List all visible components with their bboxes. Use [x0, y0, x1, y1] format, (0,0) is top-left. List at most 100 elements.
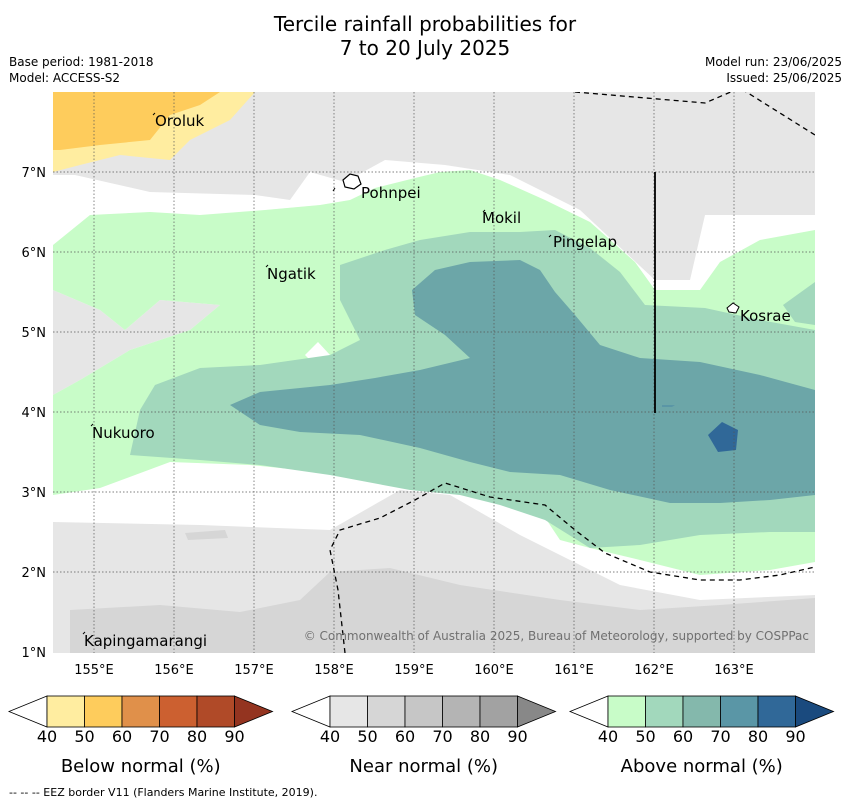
lon-tick-158: 158°E [314, 663, 354, 678]
place-pohnpei: Pohnpei [361, 184, 421, 202]
graticule [53, 92, 815, 653]
near-normal-tick-label: 50 [357, 727, 377, 746]
copyright-notice: © Commonwealth of Australia 2025, Bureau… [304, 629, 809, 643]
near-normal-west-region [53, 290, 220, 395]
above-normal-label: Above normal (%) [621, 756, 783, 777]
above-normal-tick-label: 80 [748, 727, 768, 746]
model-name: Model: ACCESS-S2 [9, 71, 121, 85]
near-normal-tick-label: 90 [507, 727, 527, 746]
below-normal-colorbar-under [7, 695, 48, 728]
above-normal-colorbar-segment [607, 695, 646, 728]
lon-tick-162: 162°E [634, 663, 674, 678]
below-normal-colorbar-segment [159, 695, 198, 728]
mokil-atoll [482, 209, 486, 213]
lon-tick-163: 163°E [714, 663, 754, 678]
above-normal-tick-label: 50 [635, 727, 655, 746]
base-period: Base period: 1981-2018 [9, 55, 154, 69]
lat-tick-5: 5°N [22, 326, 47, 341]
below-normal-label: Below normal (%) [61, 756, 221, 777]
near-normal-colorbar-under [290, 695, 331, 728]
pohnpei-island [342, 173, 362, 190]
below-normal-tick-label: 80 [187, 727, 207, 746]
near-normal-colorbar-segment [442, 695, 481, 728]
near-normal-north-region [53, 92, 815, 280]
lon-tick-156: 156°E [154, 663, 194, 678]
title-line-2: 7 to 20 July 2025 [339, 36, 511, 60]
title-line-1: Tercile rainfall probabilities for [273, 12, 577, 36]
near-normal-colorbar-segment [329, 695, 368, 728]
below-normal-colorbar-segment [46, 695, 85, 728]
place-pingelap: Pingelap [553, 233, 617, 251]
above-normal-colorbar-segment [720, 695, 759, 728]
below-normal-colorbar-over [234, 695, 274, 728]
near-normal-colorbar-segment [404, 695, 443, 728]
meta-right: Model run: 23/06/2025 Issued: 25/06/2025 [705, 54, 842, 86]
below-normal-tick-label: 70 [149, 727, 169, 746]
near-normal-colorbar-over [517, 695, 557, 728]
place-kosrae: Kosrae [740, 307, 791, 325]
near-normal-50-patch [185, 530, 228, 540]
place-nukuoro: Nukuoro [92, 424, 155, 442]
lat-tick-7: 7°N [22, 166, 47, 181]
above-normal-50-east-patch [783, 282, 815, 325]
ngatik-atoll [265, 264, 269, 268]
lat-tick-4: 4°N [22, 406, 47, 421]
below-normal-tick-label: 50 [74, 727, 94, 746]
above-normal-colorbar-over [795, 695, 835, 728]
near-normal-colorbar-segment [367, 695, 406, 728]
place-kapingamarangi: Kapingamarangi [84, 632, 207, 650]
pingelap-atoll [548, 234, 552, 238]
above-normal-colorbar-under [568, 695, 609, 728]
near-normal-label: Near normal (%) [349, 756, 498, 777]
chart-title: Tercile rainfall probabilities for 7 to … [0, 12, 850, 60]
near-normal-50-south [70, 568, 815, 653]
above-normal-colorbar-segment [757, 695, 796, 728]
model-run: Model run: 23/06/2025 [704, 55, 842, 69]
kapingamarangi-atoll [82, 631, 86, 635]
below-normal-tick-label: 90 [224, 727, 244, 746]
lat-tick-1: 1°N [22, 646, 47, 661]
near-normal-tick-label: 60 [395, 727, 415, 746]
nukuoro-atoll [90, 423, 94, 427]
above-normal-colorbar-segment [682, 695, 721, 728]
near-normal-tick-label: 80 [470, 727, 490, 746]
lon-tick-155: 155°E [74, 663, 114, 678]
below-normal-50-region [53, 92, 220, 150]
above-normal-60-island [662, 405, 675, 407]
lon-tick-157: 157°E [234, 663, 274, 678]
near-normal-colorbar-segment [479, 695, 518, 728]
lon-tick-159: 159°E [394, 663, 434, 678]
lon-tick-161: 161°E [554, 663, 594, 678]
lon-tick-160: 160°E [474, 663, 514, 678]
above-normal-70-patch [708, 422, 738, 452]
above-normal-tick-label: 40 [598, 727, 618, 746]
above-normal-tick-label: 90 [785, 727, 805, 746]
near-normal-colorbar: 40 50 60 70 80 90 Near normal (%) [290, 695, 557, 777]
place-oroluk: Oroluk [155, 112, 204, 130]
below-normal-colorbar-segment [121, 695, 160, 728]
above-normal-tick-label: 60 [673, 727, 693, 746]
below-normal-colorbar-segment [196, 695, 235, 728]
lat-tick-3: 3°N [22, 486, 47, 501]
oroluk-atoll [152, 112, 156, 116]
eez-footnote: -- -- -- EEZ border V11 (Flanders Marine… [9, 786, 318, 799]
pohnpei-islet [332, 187, 336, 192]
near-normal-tick-label: 70 [432, 727, 452, 746]
map-panel: Oroluk Pohnpei Mokil Pingelap Ngatik Kos… [53, 92, 815, 653]
meta-left: Base period: 1981-2018 Model: ACCESS-S2 [9, 54, 154, 86]
above-normal-60-region [230, 260, 815, 503]
above-normal-colorbar-segment [645, 695, 684, 728]
kosrae-island [726, 302, 740, 314]
place-ngatik: Ngatik [267, 265, 316, 283]
issued-date: Issued: 25/06/2025 [726, 71, 842, 85]
lat-tick-2: 2°N [22, 566, 47, 581]
eez-border [329, 92, 815, 653]
near-normal-tick-label: 40 [320, 727, 340, 746]
lat-tick-6: 6°N [22, 246, 47, 261]
below-normal-colorbar-segment [84, 695, 123, 728]
above-normal-tick-label: 70 [710, 727, 730, 746]
